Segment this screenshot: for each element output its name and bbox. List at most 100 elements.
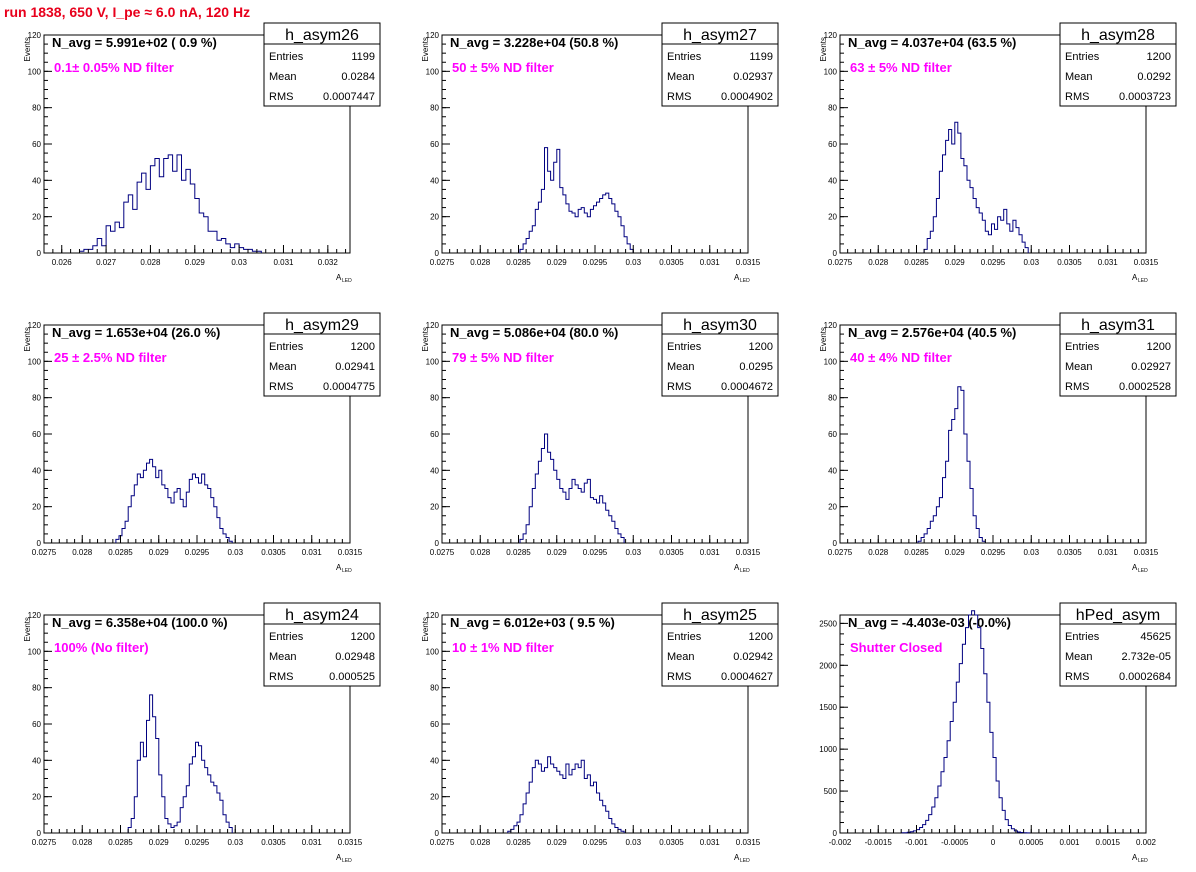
x-tick-label: 0.0285 [904, 258, 929, 267]
navg-label: N_avg = 2.576e+04 (40.5 %) [848, 325, 1016, 340]
y-tick-label: 100 [426, 647, 440, 656]
x-axis-label: A [1132, 273, 1138, 282]
x-axis-label-subscript: LED [342, 568, 352, 574]
y-tick-label: 100 [28, 357, 42, 366]
y-tick-label: 20 [32, 213, 41, 222]
x-tick-label: 0.0285 [108, 838, 133, 847]
navg-label: N_avg = 5.991e+02 ( 0.9 %) [52, 35, 217, 50]
filter-annotation: 63 ± 5% ND filter [850, 60, 952, 75]
x-tick-label: 0.002 [1136, 838, 1157, 847]
x-tick-label: 0.03 [625, 258, 641, 267]
y-tick-label: 120 [28, 321, 42, 330]
stats-value: 0.02941 [335, 361, 375, 373]
x-tick-label: 0.03 [1023, 548, 1039, 557]
y-tick-label: 40 [32, 466, 41, 475]
x-tick-label: 0.027 [96, 258, 117, 267]
x-axis-label-subscript: LED [1138, 568, 1148, 574]
x-tick-label: 0.028 [72, 548, 93, 557]
stats-label: Mean [269, 71, 297, 83]
x-tick-label: 0.0015 [1096, 838, 1121, 847]
x-tick-label: 0.0275 [430, 548, 455, 557]
histogram-name: h_asym24 [285, 607, 359, 624]
histogram-panel-h_asym24: 0 20 40 60 80 100 120 0.0275 0.028 0.0285 0.029 0.0… [23, 602, 381, 864]
stats-value: 0.0002684 [1119, 671, 1171, 683]
x-tick-label: 0.0295 [185, 838, 210, 847]
stats-label: Mean [1065, 361, 1093, 373]
x-axis-label-subscript: LED [1138, 278, 1148, 284]
stats-value: 1200 [1147, 51, 1171, 63]
stats-box [263, 43, 381, 107]
x-tick-label: 0.0315 [1134, 548, 1159, 557]
y-tick-label: 20 [430, 213, 439, 222]
stats-label: Mean [1065, 71, 1093, 83]
x-tick-label: 0.0305 [1057, 258, 1082, 267]
stats-label: RMS [1065, 91, 1089, 103]
y-tick-label: 2500 [819, 619, 837, 628]
x-tick-label: 0.03 [231, 258, 247, 267]
stats-value: 1200 [351, 631, 375, 643]
y-tick-label: 20 [32, 503, 41, 512]
x-tick-label: 0.0295 [981, 258, 1006, 267]
stats-label: Entries [667, 51, 702, 63]
stats-value: 0.02942 [733, 651, 773, 663]
stats-value: 0.0002528 [1119, 381, 1171, 393]
x-tick-label: 0.0285 [506, 548, 531, 557]
x-tick-label: 0.0275 [32, 548, 57, 557]
histogram-line [519, 147, 634, 253]
y-tick-label: 80 [32, 394, 41, 403]
y-tick-label: 60 [32, 720, 41, 729]
stats-value: 0.0004775 [323, 381, 375, 393]
histogram-line [923, 121, 1029, 253]
y-tick-label: 120 [824, 31, 838, 40]
x-tick-label: -0.0015 [865, 838, 893, 847]
y-axis-label: Events [421, 617, 430, 641]
histogram-name: h_asym27 [683, 27, 757, 44]
y-tick-label: 0 [833, 249, 838, 258]
y-axis-label: Events [23, 617, 32, 641]
y-tick-label: 80 [828, 104, 837, 113]
x-tick-label: 0.0315 [338, 838, 363, 847]
y-tick-label: 100 [824, 357, 838, 366]
y-tick-label: 40 [828, 466, 837, 475]
stats-value: 1200 [1147, 341, 1171, 353]
x-tick-label: 0.026 [52, 258, 73, 267]
x-tick-label: 0.031 [273, 258, 294, 267]
x-tick-label: 0.0305 [261, 838, 286, 847]
y-tick-label: 40 [430, 176, 439, 185]
x-axis-label-subscript: LED [740, 278, 750, 284]
histogram-name: h_asym31 [1081, 317, 1155, 334]
y-tick-label: 100 [28, 647, 42, 656]
stats-box [1059, 623, 1177, 687]
stats-label: RMS [269, 91, 293, 103]
x-tick-label: 0.029 [945, 548, 966, 557]
histogram-name: h_asym29 [285, 317, 359, 334]
histogram-panel-h_asym31: 0 20 40 60 80 100 120 0.0275 0.028 0.0285 0.029 0.0… [819, 312, 1177, 574]
x-tick-label: 0.0305 [659, 838, 684, 847]
histogram-panel-h_asym28: 0 20 40 60 80 100 120 0.0275 0.028 0.0285 0.029 0.0… [819, 22, 1177, 284]
stats-label: RMS [667, 381, 691, 393]
y-axis-label: Events [421, 327, 430, 351]
x-axis-label-subscript: LED [740, 858, 750, 864]
x-tick-label: 0.0305 [659, 548, 684, 557]
x-tick-label: 0.029 [547, 258, 568, 267]
histogram-line [127, 694, 233, 833]
y-tick-label: 0 [435, 829, 440, 838]
y-tick-label: 0 [833, 829, 838, 838]
stats-value: 0.02927 [1131, 361, 1171, 373]
navg-label: N_avg = 6.358e+04 (100.0 %) [52, 615, 228, 630]
stats-label: Mean [667, 361, 695, 373]
x-tick-label: 0.0295 [583, 548, 608, 557]
y-tick-label: 40 [430, 756, 439, 765]
y-tick-label: 60 [828, 430, 837, 439]
stats-label: Entries [269, 51, 304, 63]
y-tick-label: 120 [426, 611, 440, 620]
stats-value: 0.0292 [1137, 71, 1171, 83]
x-tick-label: 0.0285 [506, 838, 531, 847]
y-tick-label: 100 [426, 357, 440, 366]
x-tick-label: 0.0315 [736, 838, 761, 847]
stats-label: RMS [667, 91, 691, 103]
x-tick-label: 0.0275 [828, 258, 853, 267]
stats-box [1059, 43, 1177, 107]
y-tick-label: 60 [430, 140, 439, 149]
